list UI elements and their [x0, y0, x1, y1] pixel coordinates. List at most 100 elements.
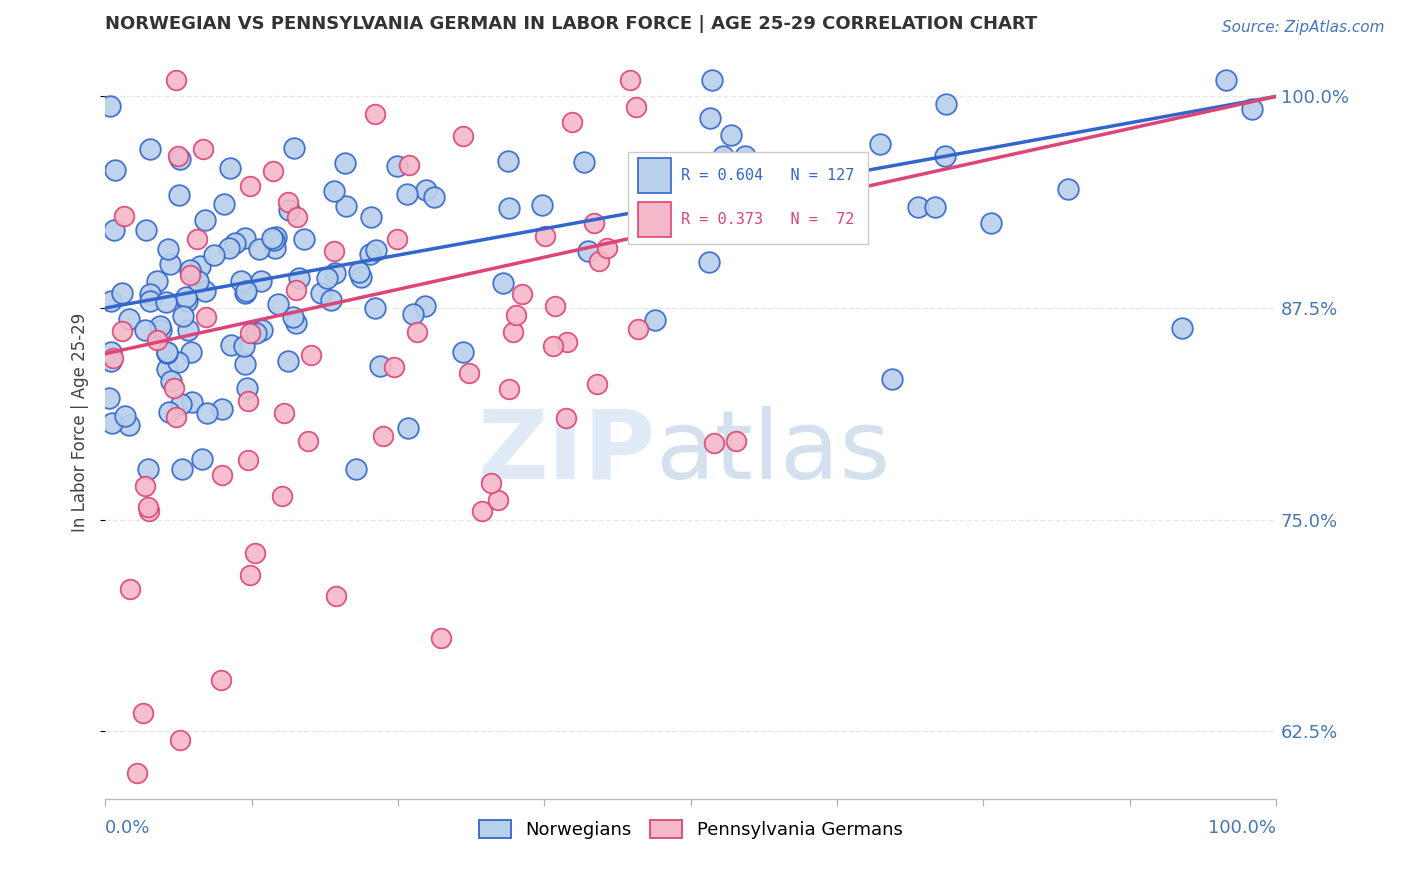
Point: [262, 231, 284, 245]
Point: [179, 263, 201, 277]
Point: [934, 149, 956, 163]
Point: [197, 406, 219, 420]
Point: [323, 266, 346, 280]
Point: [120, 582, 142, 597]
Point: [283, 140, 305, 154]
Point: [720, 128, 742, 143]
Point: [368, 359, 391, 374]
Point: [347, 265, 370, 279]
Point: [191, 452, 214, 467]
Point: [273, 406, 295, 420]
Point: [170, 397, 193, 411]
Point: [98, 391, 121, 405]
Point: [233, 286, 256, 301]
Text: 100.0%: 100.0%: [1208, 819, 1277, 838]
Point: [344, 462, 367, 476]
Point: [869, 137, 891, 152]
Point: [624, 100, 647, 114]
Point: [385, 159, 408, 173]
Point: [453, 129, 475, 144]
Point: [155, 294, 177, 309]
Point: [398, 157, 420, 171]
Point: [224, 236, 246, 251]
Point: [264, 230, 287, 244]
Point: [544, 299, 567, 313]
Point: [1215, 72, 1237, 87]
Point: [530, 198, 553, 212]
Point: [458, 366, 481, 380]
Point: [285, 211, 308, 225]
Point: [157, 405, 180, 419]
Point: [194, 213, 217, 227]
Point: [510, 286, 533, 301]
Point: [364, 301, 387, 316]
Point: [211, 402, 233, 417]
Point: [309, 285, 332, 300]
Point: [136, 500, 159, 514]
Point: [1057, 182, 1080, 196]
Point: [160, 374, 183, 388]
Point: [644, 313, 666, 327]
Point: [718, 207, 741, 221]
Point: [619, 72, 641, 87]
Point: [451, 345, 474, 359]
Point: [149, 323, 172, 337]
Point: [156, 362, 179, 376]
Point: [641, 218, 664, 232]
Point: [146, 333, 169, 347]
Point: [541, 339, 564, 353]
Point: [281, 310, 304, 324]
Point: [534, 228, 557, 243]
Point: [165, 72, 187, 87]
Point: [170, 462, 193, 476]
Point: [555, 411, 578, 425]
Point: [401, 307, 423, 321]
Point: [502, 325, 524, 339]
Point: [481, 476, 503, 491]
Point: [415, 183, 437, 197]
Point: [907, 200, 929, 214]
Point: [156, 346, 179, 360]
Point: [165, 409, 187, 424]
Point: [360, 210, 382, 224]
Text: Source: ZipAtlas.com: Source: ZipAtlas.com: [1222, 20, 1385, 35]
Point: [702, 219, 724, 233]
Point: [103, 223, 125, 237]
Point: [112, 210, 135, 224]
Point: [180, 345, 202, 359]
Point: [321, 293, 343, 307]
Bar: [637, 158, 671, 194]
Point: [285, 316, 308, 330]
Point: [211, 468, 233, 483]
Point: [174, 290, 197, 304]
Point: [118, 312, 141, 326]
Point: [576, 244, 599, 258]
Point: [235, 284, 257, 298]
Point: [134, 323, 156, 337]
Point: [335, 155, 357, 169]
Text: R = 0.604   N = 127: R = 0.604 N = 127: [681, 169, 853, 183]
Point: [195, 310, 218, 324]
Point: [725, 434, 748, 449]
Point: [596, 241, 619, 255]
Legend: Norwegians, Pennsylvania Germans: Norwegians, Pennsylvania Germans: [471, 813, 910, 847]
Text: NORWEGIAN VS PENNSYLVANIA GERMAN IN LABOR FORCE | AGE 25-29 CORRELATION CHART: NORWEGIAN VS PENNSYLVANIA GERMAN IN LABO…: [105, 15, 1038, 33]
Point: [980, 216, 1002, 230]
Point: [364, 243, 387, 257]
Point: [186, 232, 208, 246]
Point: [496, 154, 519, 169]
Point: [110, 285, 132, 300]
Point: [229, 274, 252, 288]
Point: [172, 309, 194, 323]
Text: 0.0%: 0.0%: [105, 819, 150, 838]
Point: [382, 360, 405, 375]
Point: [935, 97, 957, 112]
Point: [135, 223, 157, 237]
Point: [236, 381, 259, 395]
Point: [373, 428, 395, 442]
Point: [277, 203, 299, 218]
Point: [191, 142, 214, 156]
Point: [264, 241, 287, 255]
Point: [169, 152, 191, 166]
Point: [167, 187, 190, 202]
